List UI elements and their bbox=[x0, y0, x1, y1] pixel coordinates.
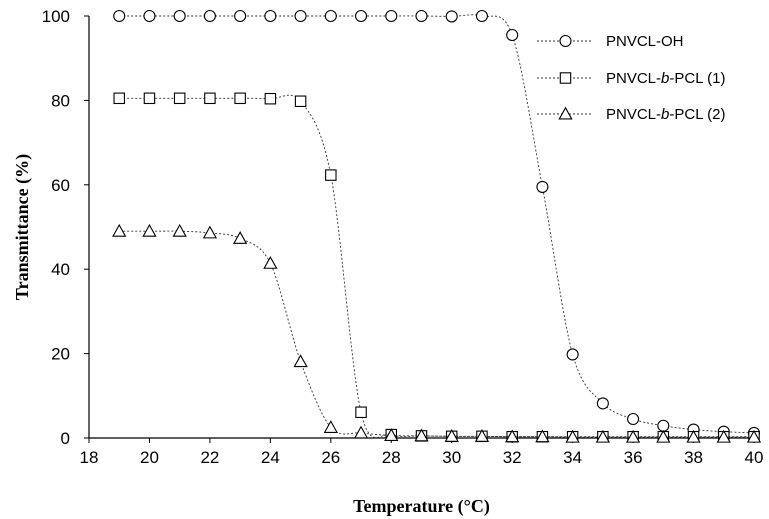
data-point-triangle bbox=[142, 223, 157, 237]
data-point-triangle bbox=[625, 429, 641, 443]
x-tick-label: 24 bbox=[261, 448, 280, 467]
legend-marker-circle bbox=[559, 34, 572, 48]
data-point-circle bbox=[385, 9, 398, 23]
data-point-circle bbox=[566, 348, 579, 361]
series-pnvcl-b-pcl-2 bbox=[112, 223, 762, 443]
legend-label-part: PNVCL-OH bbox=[606, 33, 684, 50]
data-point-square bbox=[234, 92, 246, 105]
data-point-triangle bbox=[414, 428, 429, 442]
data-point-circle bbox=[596, 397, 609, 410]
data-point-circle bbox=[506, 28, 519, 42]
x-tick-label: 20 bbox=[140, 448, 159, 467]
data-point-triangle bbox=[293, 354, 308, 368]
data-point-circle bbox=[445, 10, 458, 23]
data-point-circle bbox=[234, 9, 247, 23]
legend-label: PNVCL-b-PCL (2) bbox=[606, 106, 725, 123]
legend-entry: PNVCL-OH bbox=[537, 33, 684, 50]
data-point-square bbox=[204, 92, 216, 105]
data-point-square bbox=[113, 92, 125, 105]
legend-label-part: -PCL (2) bbox=[669, 106, 725, 123]
legend-label-part: b bbox=[661, 70, 669, 87]
data-point-triangle bbox=[505, 429, 520, 443]
legend-marker-triangle bbox=[558, 106, 573, 120]
y-tick-label: 80 bbox=[51, 91, 70, 110]
data-point-triangle bbox=[384, 428, 399, 441]
x-tick-label: 36 bbox=[624, 448, 643, 467]
data-point-circle bbox=[203, 9, 216, 23]
data-point-triangle bbox=[595, 429, 610, 443]
data-point-circle bbox=[264, 9, 277, 23]
y-axis-title: Transmittance (%) bbox=[12, 154, 33, 300]
data-point-square bbox=[325, 169, 337, 181]
y-tick-label: 0 bbox=[61, 429, 70, 448]
y-tick-label: 100 bbox=[42, 7, 70, 26]
data-point-triangle bbox=[172, 223, 187, 237]
data-point-triangle bbox=[535, 429, 550, 443]
x-tick-label: 40 bbox=[745, 448, 764, 467]
x-tick-label: 26 bbox=[321, 448, 340, 467]
series-pnvcl-b-pcl-1 bbox=[113, 92, 760, 443]
x-tick-label: 28 bbox=[382, 448, 401, 467]
legend-label-part: PNVCL- bbox=[606, 70, 661, 87]
y-tick-label: 60 bbox=[51, 176, 70, 195]
data-point-circle bbox=[354, 9, 368, 23]
x-tick-label: 22 bbox=[200, 448, 219, 467]
data-point-circle bbox=[324, 9, 337, 23]
x-tick-label: 18 bbox=[80, 448, 99, 467]
data-point-square bbox=[143, 92, 156, 105]
data-point-triangle bbox=[686, 429, 701, 443]
data-point-triangle bbox=[716, 429, 731, 443]
data-point-triangle bbox=[656, 429, 671, 443]
series-pnvcl-oh bbox=[113, 9, 761, 439]
data-point-triangle bbox=[323, 420, 338, 433]
x-tick-label: 30 bbox=[442, 448, 461, 467]
series-line bbox=[119, 94, 754, 438]
data-point-circle bbox=[536, 180, 549, 193]
x-tick-label: 32 bbox=[503, 448, 522, 467]
data-point-square bbox=[173, 92, 186, 105]
data-point-triangle bbox=[474, 428, 490, 442]
data-point-circle bbox=[113, 9, 126, 23]
legend-label-part: b bbox=[661, 106, 669, 123]
legend-entry: PNVCL-b-PCL (1) bbox=[537, 70, 725, 87]
data-point-circle bbox=[143, 9, 156, 23]
data-point-circle bbox=[657, 419, 670, 432]
y-tick-label: 20 bbox=[51, 345, 70, 364]
data-point-triangle bbox=[353, 425, 369, 439]
data-point-circle bbox=[294, 9, 307, 23]
data-point-square bbox=[355, 406, 367, 419]
data-point-triangle bbox=[112, 223, 127, 237]
data-point-circle bbox=[475, 9, 489, 23]
legend-label: PNVCL-b-PCL (1) bbox=[606, 70, 725, 87]
axes: 18 20 22 24 26 28 30 32 34 36 38 40 0 20 40 60 80 100 bbox=[42, 7, 764, 467]
data-point-triangle bbox=[565, 429, 580, 443]
data-point-triangle bbox=[233, 231, 248, 244]
data-point-circle bbox=[173, 9, 186, 23]
data-point-triangle bbox=[202, 225, 218, 239]
series-line bbox=[119, 230, 754, 438]
legend-marker-square bbox=[559, 72, 572, 84]
x-axis-title: Temperature (°C) bbox=[353, 496, 490, 517]
data-point-circle bbox=[415, 9, 428, 23]
legend-label-part: -PCL (1) bbox=[669, 70, 725, 87]
legend-entry: PNVCL-b-PCL (2) bbox=[537, 106, 725, 123]
data-point-square bbox=[294, 95, 307, 107]
data-point-triangle bbox=[444, 428, 459, 442]
data-point-circle bbox=[627, 412, 640, 426]
y-tick-label: 40 bbox=[51, 260, 70, 279]
series-layer bbox=[112, 9, 762, 443]
data-point-triangle bbox=[263, 255, 278, 269]
legend-label-part: PNVCL- bbox=[606, 106, 661, 123]
x-tick-label: 34 bbox=[563, 448, 582, 467]
data-point-triangle bbox=[746, 429, 762, 443]
x-tick-label: 38 bbox=[684, 448, 703, 467]
legend-label: PNVCL-OH bbox=[606, 33, 684, 50]
data-point-square bbox=[264, 92, 277, 105]
